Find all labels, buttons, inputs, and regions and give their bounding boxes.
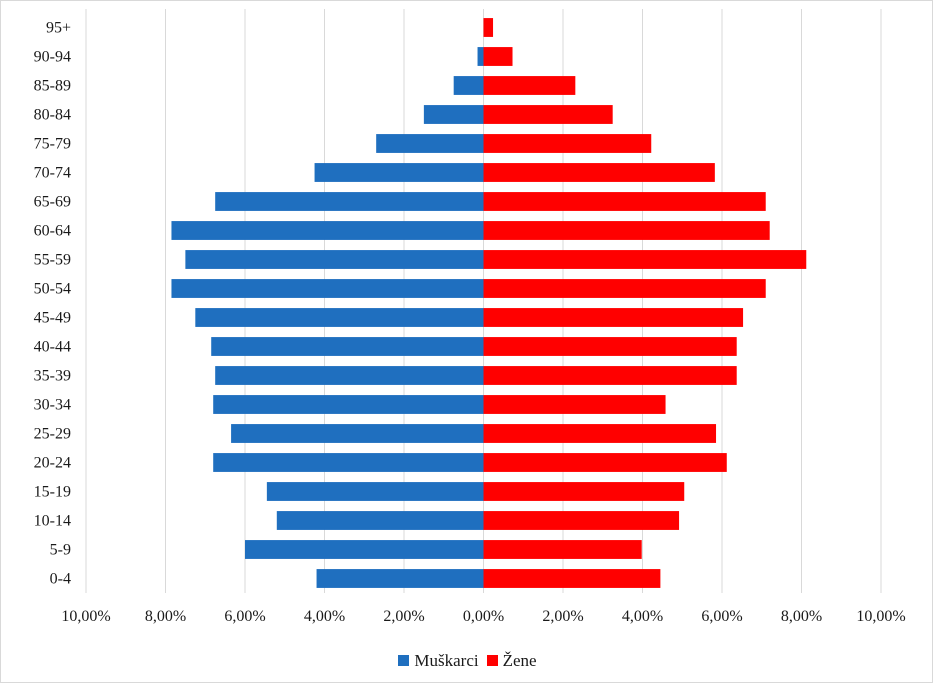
x-tick-label: 6,00% <box>224 608 265 625</box>
y-tick-label: 65-69 <box>34 194 71 211</box>
bar-muskarci-40-44 <box>211 337 484 356</box>
x-tick-label: 4,00% <box>622 608 663 625</box>
y-tick-label: 40-44 <box>34 339 71 356</box>
bar-muskarci-70-74 <box>314 163 484 182</box>
bar-muskarci-0-4 <box>316 569 484 588</box>
bar-zene-75-79 <box>483 134 652 153</box>
bar-muskarci-45-49 <box>195 308 484 327</box>
bar-zene-70-74 <box>483 163 715 182</box>
bar-muskarci-75-79 <box>376 134 484 153</box>
y-tick-label: 55-59 <box>34 252 71 269</box>
bar-muskarci-60-64 <box>171 221 484 240</box>
bar-zene-55-59 <box>483 250 807 269</box>
bar-zene-10-14 <box>483 511 680 530</box>
y-tick-label: 70-74 <box>34 165 71 182</box>
bar-zene-20-24 <box>483 453 727 472</box>
x-tick-label: 10,00% <box>61 608 110 625</box>
x-tick-label: 6,00% <box>701 608 742 625</box>
legend-swatch <box>486 655 498 666</box>
bar-zene-85-89 <box>483 76 576 95</box>
x-tick-label: 8,00% <box>781 608 822 625</box>
x-tick-label: 10,00% <box>856 608 905 625</box>
chart-legend: Muškarci Žene <box>1 651 933 671</box>
bar-zene-5-9 <box>483 540 642 559</box>
bar-zene-95+ <box>483 18 494 37</box>
x-tick-label: 4,00% <box>304 608 345 625</box>
y-tick-label: 30-34 <box>34 397 71 414</box>
legend-swatch <box>398 655 410 666</box>
bar-muskarci-55-59 <box>185 250 484 269</box>
bar-muskarci-10-14 <box>276 511 484 530</box>
x-tick-label: 0,00% <box>463 608 504 625</box>
y-tick-label: 50-54 <box>34 281 71 298</box>
y-tick-label: 10-14 <box>34 513 71 530</box>
bar-zene-50-54 <box>483 279 766 298</box>
bar-zene-25-29 <box>483 424 717 443</box>
x-tick-label: 2,00% <box>383 608 424 625</box>
bar-zene-0-4 <box>483 569 661 588</box>
x-tick-label: 2,00% <box>542 608 583 625</box>
x-tick-label: 8,00% <box>145 608 186 625</box>
bar-muskarci-20-24 <box>213 453 484 472</box>
y-tick-label: 5-9 <box>50 542 71 559</box>
bar-muskarci-30-34 <box>213 395 484 414</box>
bar-zene-45-49 <box>483 308 744 327</box>
y-tick-label: 60-64 <box>34 223 71 240</box>
bar-zene-15-19 <box>483 482 685 501</box>
bar-zene-60-64 <box>483 221 770 240</box>
bar-muskarci-35-39 <box>215 366 484 385</box>
y-tick-label: 35-39 <box>34 368 71 385</box>
bar-zene-30-34 <box>483 395 666 414</box>
y-tick-label: 45-49 <box>34 310 71 327</box>
bar-muskarci-25-29 <box>231 424 484 443</box>
legend-item: Žene <box>486 651 537 671</box>
y-tick-label: 15-19 <box>34 484 71 501</box>
population-pyramid-chart: 0-4 5-9 10-14 15-19 20-24 25-29 30-34 35-39 40-4… <box>34 9 906 625</box>
bar-zene-40-44 <box>483 337 737 356</box>
bar-zene-90-94 <box>483 47 513 66</box>
bar-zene-80-84 <box>483 105 613 124</box>
y-tick-label: 85-89 <box>34 78 71 95</box>
y-tick-label: 80-84 <box>34 107 71 124</box>
y-tick-label: 20-24 <box>34 455 71 472</box>
bar-muskarci-85-89 <box>453 76 484 95</box>
bar-zene-65-69 <box>483 192 766 211</box>
y-tick-label: 0-4 <box>50 571 71 588</box>
bar-muskarci-50-54 <box>171 279 484 298</box>
legend-label: Muškarci <box>414 651 479 670</box>
bar-muskarci-65-69 <box>215 192 484 211</box>
bar-muskarci-15-19 <box>266 482 484 501</box>
y-tick-label: 90-94 <box>34 49 71 66</box>
y-tick-label: 25-29 <box>34 426 71 443</box>
y-tick-label: 95+ <box>46 20 71 37</box>
bar-muskarci-80-84 <box>423 105 484 124</box>
bar-muskarci-90-94 <box>477 47 484 66</box>
y-tick-label: 75-79 <box>34 136 71 153</box>
legend-label: Žene <box>502 651 537 670</box>
bar-zene-35-39 <box>483 366 737 385</box>
bar-muskarci-5-9 <box>245 540 484 559</box>
legend-item: Muškarci <box>398 651 479 671</box>
